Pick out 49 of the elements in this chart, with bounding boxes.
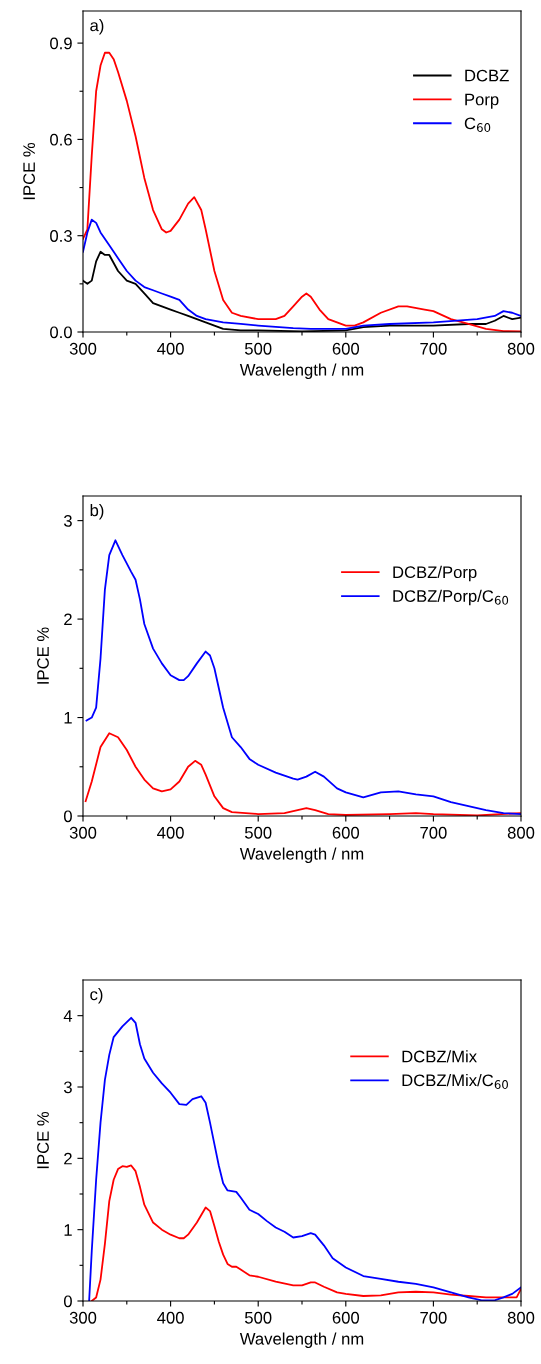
- y-axis-title: IPCE %: [23, 142, 36, 200]
- legend-label: Porp: [465, 93, 499, 109]
- line-series: [90, 1164, 521, 1301]
- x-tick-label: 700: [420, 1311, 447, 1324]
- x-tick-label: 800: [507, 1311, 535, 1324]
- y-tick-label: 3: [63, 515, 72, 527]
- x-tick-label: 300: [69, 826, 97, 839]
- y-axis-title: IPCE %: [37, 1111, 49, 1169]
- y-tick-label: 1: [64, 1224, 72, 1236]
- x-tick-label: 500: [244, 826, 272, 839]
- x-tick-label: 600: [332, 1311, 360, 1324]
- annotation: c): [90, 988, 103, 1004]
- legend-label: DCBZ/Porp/C$_{60}$: [393, 589, 509, 606]
- y-tick-label: 0.3: [50, 230, 72, 242]
- legend-label: DCBZ/Porp: [393, 565, 477, 582]
- y-tick-label: 0: [63, 1295, 72, 1308]
- y-tick-label: 2: [64, 1152, 72, 1165]
- x-tick-label: 500: [244, 342, 272, 355]
- x-tick-label: 400: [157, 342, 184, 355]
- x-tick-label: 400: [157, 826, 184, 839]
- x-tick-label: 600: [332, 342, 360, 355]
- y-axis-title: IPCE %: [37, 627, 49, 684]
- x-tick-label: 700: [420, 826, 447, 839]
- x-tick-label: 300: [69, 1311, 97, 1324]
- x-axis-title: Wavelength / nm: [239, 1332, 364, 1349]
- y-tick-label: 0: [63, 810, 72, 823]
- y-tick-label: 0.0: [50, 326, 72, 339]
- x-axis-title: Wavelength / nm: [239, 363, 364, 380]
- y-tick-label: 0.6: [50, 133, 72, 146]
- legend-label: DCBZ: [465, 69, 509, 82]
- x-tick-label: 400: [157, 1311, 184, 1324]
- x-tick-label: 800: [507, 826, 535, 839]
- x-axis-title: Wavelength / nm: [239, 847, 364, 864]
- x-tick-label: 300: [69, 342, 97, 355]
- annotation: b): [90, 504, 104, 520]
- legend-label: DCBZ/Mix: [402, 1050, 477, 1063]
- y-tick-label: 2: [64, 613, 72, 626]
- legend-label: DCBZ/Mix/C$_{60}$: [402, 1073, 508, 1089]
- annotation: a): [90, 19, 104, 35]
- y-tick-label: 3: [63, 1081, 72, 1094]
- x-tick-label: 700: [420, 342, 447, 355]
- y-tick-label: 0.9: [50, 37, 72, 50]
- x-tick-label: 500: [244, 1311, 272, 1324]
- x-tick-label: 800: [507, 342, 535, 355]
- line-series: [88, 1016, 521, 1301]
- y-tick-label: 4: [63, 1010, 73, 1022]
- legend-label: C$_{60}$: [464, 117, 491, 132]
- x-tick-label: 600: [332, 826, 360, 839]
- y-tick-label: 1: [64, 712, 72, 724]
